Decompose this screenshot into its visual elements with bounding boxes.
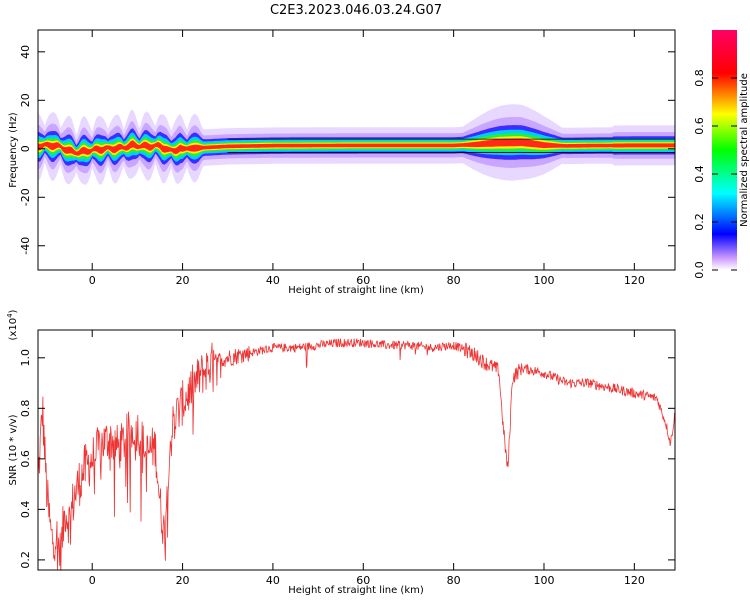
colorbar-tick-label: 0.4 (693, 165, 706, 183)
colorbar-tick-label: 0.8 (693, 69, 706, 87)
snr-y-tick-label: 1.0 (19, 349, 32, 367)
snr-y-tick-label: 0.2 (19, 551, 32, 569)
spectrogram-band-6 (38, 138, 675, 156)
snr-frame (37, 329, 676, 571)
spectrogram-x-ticks: 0 20 40 60 80 100 120 (89, 30, 645, 287)
snr-y-tick-label: 0.4 (19, 501, 32, 519)
spectrogram-x-tick-label: 60 (356, 274, 370, 287)
snr-multiplier-base: (x10 (8, 318, 19, 341)
snr-multiplier-close: ) (8, 309, 19, 313)
snr-multiplier-exp: 4 (6, 313, 14, 318)
snr-series (38, 338, 675, 570)
spectrogram-y-tick-label: -20 (19, 188, 32, 206)
colorbar-label: Normalized spectral amplitude (739, 73, 750, 227)
snr-x-tick-label: 0 (89, 574, 96, 587)
spectrogram-x-tick-label: 0 (89, 274, 96, 287)
spectrogram-x-axis-label: Height of straight line (km) (288, 285, 424, 296)
spectrogram-x-tick-label: 120 (624, 274, 645, 287)
snr-x-tick-label: 100 (533, 574, 554, 587)
colorbar-tick-label: 0.2 (693, 213, 706, 231)
spectrogram-x-tick-label: 100 (533, 274, 554, 287)
spectrogram-x-tick-label: 40 (266, 274, 280, 287)
colorbar-tick-label: 0.6 (693, 117, 706, 135)
snr-panel: 0 20 40 60 80 100 120 0.2 0.4 0.6 0.8 1.0 Height o… (6, 309, 676, 596)
colorbar-gradient (712, 30, 737, 270)
spectrogram-heatmap (38, 104, 675, 185)
snr-y-tick-label: 0.8 (19, 400, 32, 418)
spectrogram-frame (37, 29, 676, 271)
snr-y-tick-label: 0.6 (19, 450, 32, 468)
spectrogram-y-tick-label: -40 (19, 237, 32, 255)
snr-x-tick-label: 120 (624, 574, 645, 587)
colorbar-tick-label: 0.0 (693, 261, 706, 279)
spectrogram-y-tick-label: 20 (19, 93, 32, 107)
snr-x-tick-label: 20 (176, 574, 190, 587)
snr-x-tick-label: 40 (266, 574, 280, 587)
colorbar-ticks: 0.0 0.2 0.4 0.6 0.8 (693, 69, 737, 279)
snr-x-tick-label: 60 (356, 574, 370, 587)
spectrogram-y-ticks: -40 -20 0 20 40 (19, 45, 675, 255)
spectrogram-y-tick-label: 40 (19, 45, 32, 59)
colorbar: 0.0 0.2 0.4 0.6 0.8 Normalized spectral ampl… (693, 30, 750, 279)
spectrogram-panel: 0 20 40 60 80 100 120 -40 -20 0 20 40 Height of st… (8, 29, 676, 296)
spectrogram-y-tick-label: 0 (19, 145, 32, 152)
snr-y-ticks: 0.2 0.4 0.6 0.8 1.0 (19, 349, 675, 569)
chart-title: C2E3.2023.046.03.24.G07 (270, 3, 442, 18)
snr-y-axis-label: SNR (10 * v/v) (8, 414, 19, 485)
snr-multiplier: (x104) (6, 309, 19, 340)
snr-x-axis-label: Height of straight line (km) (288, 585, 424, 596)
spectrogram-y-axis-label: Frequency (Hz) (8, 112, 19, 188)
spectrogram-x-tick-label: 80 (447, 274, 461, 287)
spectrogram-x-tick-label: 20 (176, 274, 190, 287)
snr-x-ticks: 0 20 40 60 80 100 120 (89, 330, 645, 587)
snr-line (38, 338, 675, 570)
snr-x-tick-label: 80 (447, 574, 461, 587)
